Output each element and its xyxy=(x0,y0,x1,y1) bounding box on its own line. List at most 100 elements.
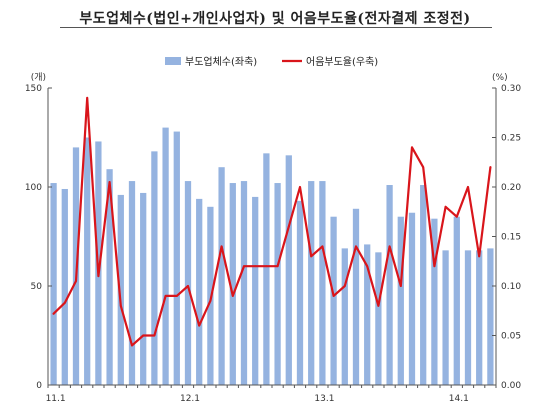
bar-36 xyxy=(453,216,460,385)
bar-30 xyxy=(386,185,393,385)
bar-19 xyxy=(263,153,270,385)
bar-21 xyxy=(285,155,292,385)
rate-point-29 xyxy=(377,304,380,307)
rate-point-24 xyxy=(321,245,324,248)
rate-point-21 xyxy=(287,225,290,228)
rate-point-0 xyxy=(52,312,55,315)
rate-point-7 xyxy=(131,344,133,347)
right-tick-label-6: 0.30 xyxy=(501,84,521,94)
bar-28 xyxy=(364,244,371,385)
rate-point-18 xyxy=(254,265,257,268)
bar-6 xyxy=(117,194,124,385)
right-tick-label-0: 0.00 xyxy=(501,381,521,391)
bar-8 xyxy=(140,192,147,385)
title-underline xyxy=(60,27,492,28)
rate-point-13 xyxy=(198,324,201,327)
rate-point-1 xyxy=(63,301,66,304)
right-unit-label: (%) xyxy=(492,73,508,83)
rate-point-20 xyxy=(276,265,279,268)
rate-point-11 xyxy=(175,295,178,297)
rate-point-35 xyxy=(444,205,447,208)
left-tick-label-1: 50 xyxy=(31,282,43,292)
x-tick-label-1: 12.1 xyxy=(180,394,200,404)
rate-point-39 xyxy=(489,166,492,169)
bar-22 xyxy=(296,200,304,385)
bar-11 xyxy=(173,131,180,385)
bar-32 xyxy=(408,212,416,385)
rate-point-30 xyxy=(388,245,391,248)
bar-20 xyxy=(274,183,281,385)
bar-5 xyxy=(106,169,113,385)
x-tick-label-2: 13.1 xyxy=(314,394,334,404)
rate-point-25 xyxy=(332,295,335,297)
bar-12 xyxy=(184,181,192,385)
bar-38 xyxy=(476,250,483,385)
x-tick-label-0: 11.1 xyxy=(46,394,66,404)
left-tick-label-0: 0 xyxy=(36,381,42,391)
bar-25 xyxy=(330,216,337,385)
bar-9 xyxy=(151,151,158,385)
bar-17 xyxy=(240,181,248,385)
left-tick-label-3: 150 xyxy=(25,84,42,94)
rate-point-12 xyxy=(187,285,189,287)
bar-3 xyxy=(84,137,91,385)
bar-13 xyxy=(196,198,203,385)
rate-point-4 xyxy=(97,275,100,277)
rate-point-8 xyxy=(142,334,145,337)
left-unit-label: (개) xyxy=(31,72,46,83)
bar-7 xyxy=(128,181,136,385)
rate-point-2 xyxy=(75,280,77,282)
rate-line xyxy=(52,96,492,347)
x-tick-label-3: 14.1 xyxy=(449,394,469,404)
legend-line-label: 어음부도율(우축) xyxy=(306,56,378,68)
right-tick-label-2: 0.10 xyxy=(501,282,521,292)
bar-16 xyxy=(229,183,236,385)
bar-23 xyxy=(308,181,315,385)
rate-point-34 xyxy=(433,265,436,268)
bar-33 xyxy=(420,185,427,385)
bar-39 xyxy=(487,248,494,385)
bar-29 xyxy=(375,252,382,385)
bar-15 xyxy=(218,167,225,385)
bar-35 xyxy=(442,250,449,385)
rate-point-19 xyxy=(265,265,268,268)
bar-27 xyxy=(352,208,360,385)
right-tick-label-3: 0.15 xyxy=(501,233,521,243)
right-tick-label-5: 0.25 xyxy=(501,134,521,144)
rate-point-31 xyxy=(399,285,402,287)
bar-31 xyxy=(397,216,404,385)
bar-26 xyxy=(341,248,348,385)
chart-title: 부도업체수(법인+개인사업자) 및 어음부도율(전자결제 조정전) xyxy=(79,11,471,27)
right-tick-label-1: 0.05 xyxy=(501,332,521,342)
bar-0 xyxy=(50,183,57,385)
rate-point-16 xyxy=(231,295,234,297)
rate-point-28 xyxy=(366,265,369,268)
bar-37 xyxy=(464,250,472,385)
rate-point-6 xyxy=(119,304,122,307)
left-tick-label-2: 100 xyxy=(25,183,42,193)
rate-point-37 xyxy=(467,186,469,188)
rate-point-33 xyxy=(422,166,425,169)
bar-1 xyxy=(61,188,68,385)
rate-point-36 xyxy=(455,215,458,218)
bar-34 xyxy=(431,218,438,385)
legend-bar-swatch xyxy=(165,57,181,65)
legend-bar-label: 부도업체수(좌축) xyxy=(185,55,257,68)
rate-point-3 xyxy=(86,97,89,99)
rate-point-26 xyxy=(343,285,346,287)
bar-10 xyxy=(162,127,169,385)
rate-point-9 xyxy=(153,334,156,337)
rate-point-15 xyxy=(220,245,223,248)
bar-18 xyxy=(252,196,259,385)
rate-point-17 xyxy=(243,265,245,268)
right-tick-label-4: 0.20 xyxy=(501,183,521,193)
rate-point-32 xyxy=(411,146,413,149)
rate-point-10 xyxy=(164,295,167,297)
rate-point-27 xyxy=(355,245,357,248)
chart-title-wrap: 부도업체수(법인+개인사업자) 및 어음부도율(전자결제 조정전) xyxy=(0,8,550,28)
rate-point-23 xyxy=(310,255,313,258)
bar-24 xyxy=(319,181,326,385)
rate-point-22 xyxy=(299,186,301,188)
rate-point-14 xyxy=(209,299,212,302)
